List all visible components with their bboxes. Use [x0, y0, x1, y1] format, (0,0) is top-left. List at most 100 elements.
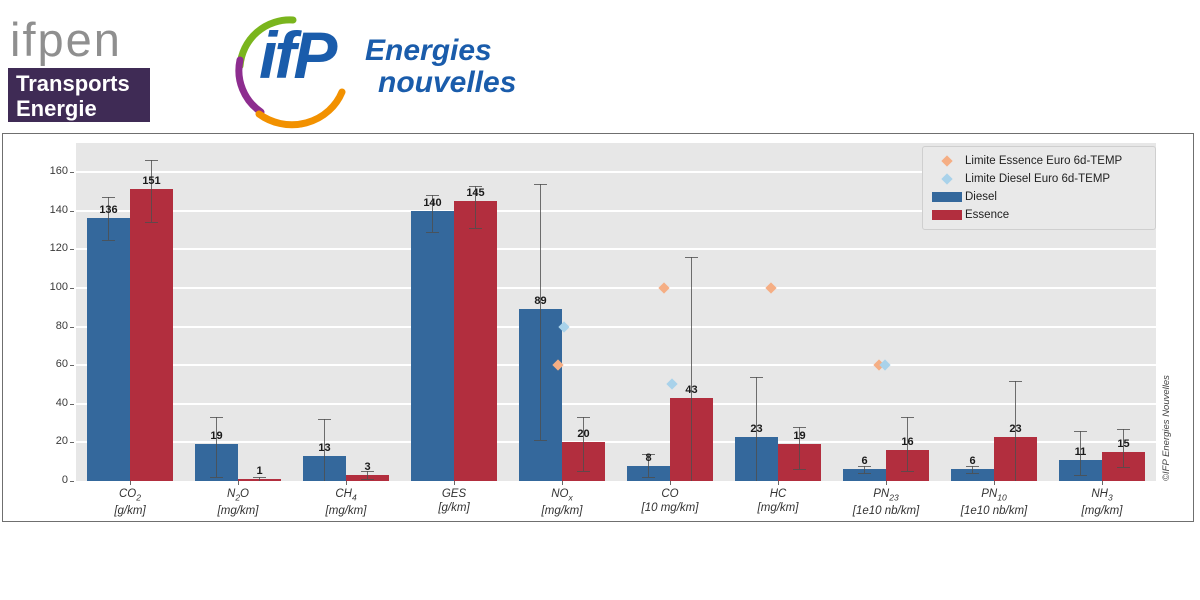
bar-value-label: 43 [685, 383, 698, 396]
error-bar-cap-bottom [642, 477, 655, 479]
bar-value-label: 136 [99, 204, 118, 217]
error-bar [1123, 428, 1124, 468]
bar-diesel [843, 469, 886, 481]
x-tick-label: PN10 [1e10 nb/km] [929, 487, 1059, 518]
legend-label: Essence [965, 209, 1010, 221]
x-label-name: GES [441, 488, 467, 500]
y-tick-mark [70, 287, 74, 289]
error-bar [583, 417, 584, 472]
error-bar-cap-bottom [361, 479, 374, 481]
error-bar-cap-top [1074, 430, 1087, 432]
plot-area: 0 20 40 60 80 100 120 140 160 136 19 13 140 89 8 23 6 6 11… [50, 143, 1156, 517]
x-tick-mark [1101, 481, 1103, 485]
y-tick-label: 140 [49, 203, 68, 216]
x-tick-mark [129, 481, 131, 485]
error-bar-cap-top [145, 160, 158, 162]
x-tick-label: CO [10 mg/km] [605, 487, 735, 515]
chart-figure: 0 20 40 60 80 100 120 140 160 136 19 13 140 89 8 23 6 6 11… [2, 133, 1194, 522]
x-tick-mark [777, 481, 779, 485]
legend-swatch [941, 173, 953, 185]
x-label-unit: [mg/km] [1081, 505, 1123, 518]
ifp-logo-text-line1: Energies [365, 34, 492, 67]
error-bar-cap-bottom [145, 222, 158, 224]
bar-value-label: 16 [901, 436, 914, 449]
y-tick-label: 40 [55, 396, 68, 409]
banner-line1: Transports [16, 71, 130, 96]
error-bar-cap-top [1117, 428, 1130, 430]
limit-diamond-essence [765, 282, 777, 294]
error-bar-cap-top [793, 426, 806, 428]
ifpen-wordmark: ifpen [10, 13, 122, 66]
limit-diamond-essence [658, 282, 670, 294]
error-bar-cap-top [426, 195, 439, 197]
error-bar [216, 417, 217, 478]
bar-value-label: 6 [969, 455, 976, 468]
ifp-energies-nouvelles-logo: ifP Energies nouvelles [215, 8, 516, 133]
x-label-name: N2O [227, 488, 249, 503]
x-tick-label: NH3 [mg/km] [1037, 487, 1167, 518]
x-tick-label: GES [g/km] [389, 487, 519, 515]
legend-diamond-icon [929, 173, 965, 185]
x-tick-mark [993, 481, 995, 485]
error-bar-cap-top [858, 465, 871, 467]
error-bar-cap-bottom [1117, 467, 1130, 469]
gridline [76, 364, 1156, 367]
error-bar-cap-top [750, 376, 763, 378]
error-bar-cap-top [685, 256, 698, 258]
x-label-unit: [mg/km] [325, 505, 367, 518]
x-tick-label: N2O [mg/km] [173, 487, 303, 518]
error-bar [648, 453, 649, 478]
error-bar-cap-top [577, 417, 590, 419]
x-tick-label: CO2 [g/km] [65, 487, 195, 518]
error-bar [108, 197, 109, 240]
bar-value-label: 151 [142, 175, 161, 188]
x-label-name: CO [661, 488, 679, 500]
y-tick-label: 0 [61, 474, 68, 486]
error-bar-cap-bottom [210, 477, 223, 479]
legend: Limite Essence Euro 6d-TEMP Limite Diesel… [922, 146, 1156, 230]
bar-diesel [411, 210, 454, 481]
y-tick-mark [70, 442, 74, 444]
error-bar-cap-bottom [534, 440, 547, 442]
legend-row: Limite Essence Euro 6d-TEMP [929, 152, 1149, 170]
y-tick-mark [70, 365, 74, 367]
error-bar-cap-top [966, 465, 979, 467]
bar-value-label: 13 [318, 441, 331, 454]
x-tick-mark [885, 481, 887, 485]
gridline [76, 248, 1156, 251]
x-label-unit: [1e10 nb/km] [960, 505, 1028, 518]
error-bar [1080, 430, 1081, 476]
error-bar-cap-bottom [793, 469, 806, 471]
y-tick-label: 120 [49, 242, 68, 255]
error-bar-cap-bottom [102, 239, 115, 241]
error-bar-cap-top [1009, 380, 1022, 382]
error-bar-cap-bottom [901, 471, 914, 473]
error-bar [756, 376, 757, 481]
bar-value-label: 8 [645, 451, 652, 464]
x-label-unit: [1e10 nb/km] [852, 505, 920, 518]
error-bar [864, 465, 865, 474]
bar-value-label: 23 [1009, 422, 1022, 435]
x-tick-label: PN23 [1e10 nb/km] [821, 487, 951, 518]
gridline [76, 209, 1156, 212]
bar-diesel [87, 218, 130, 481]
x-label-unit: [mg/km] [541, 505, 583, 518]
bar-value-label: 1 [256, 465, 263, 478]
x-tick-mark [669, 481, 671, 485]
y-tick-mark [70, 326, 74, 328]
gridline [76, 402, 1156, 405]
error-bar-cap-top [534, 183, 547, 185]
x-label-name: CH4 [335, 488, 357, 503]
error-bar-cap-bottom [858, 473, 871, 475]
error-bar [475, 185, 476, 228]
x-tick-mark [453, 481, 455, 485]
error-bar-cap-bottom [426, 231, 439, 233]
error-bar [691, 256, 692, 481]
ifp-logo-text-line2: nouvelles [378, 66, 517, 99]
error-bar [259, 477, 260, 481]
y-tick-label: 160 [49, 165, 68, 177]
legend-row: Diesel [929, 188, 1149, 206]
x-tick-label: CH4 [mg/km] [281, 487, 411, 518]
legend-swatch [932, 210, 962, 220]
